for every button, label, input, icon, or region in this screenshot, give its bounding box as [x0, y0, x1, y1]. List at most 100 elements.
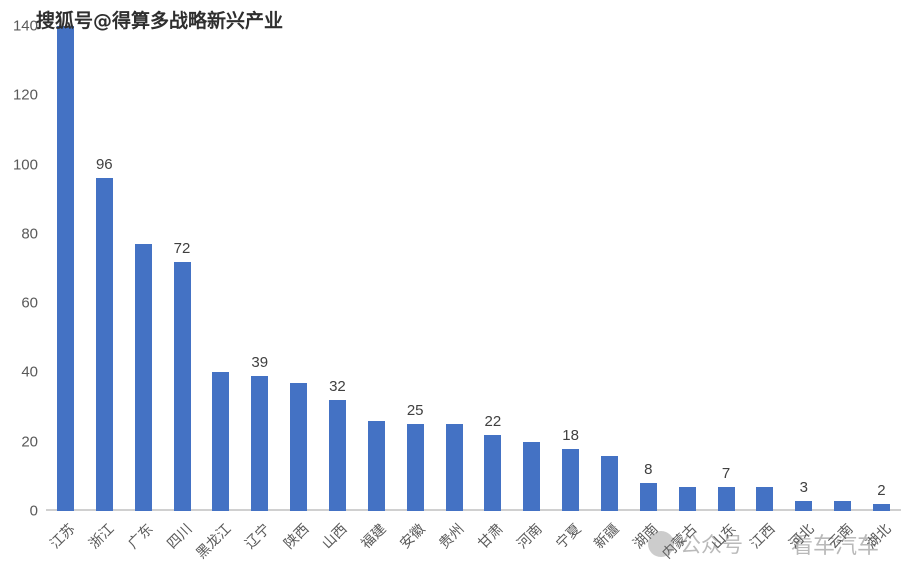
bar-value-label: 25 — [406, 402, 424, 420]
x-tick-label: 广东 — [125, 521, 157, 553]
y-tick-label: 100 — [12, 156, 38, 174]
bar-slot[interactable]: 32 — [318, 26, 357, 511]
y-axis: 0 20 40 60 80 100 120 140 — [0, 18, 38, 520]
bar[interactable]: 96 — [95, 157, 113, 511]
bar[interactable]: 7 — [717, 466, 735, 511]
x-tick-label: 新疆 — [591, 521, 623, 553]
x-tick-label: 贵州 — [436, 521, 468, 553]
x-tick-slot: 浙江 — [85, 513, 124, 578]
bar-slot[interactable]: 2 — [862, 26, 901, 511]
plot-area: 96 72 39 32 25 22 18 8 7 3 2 — [46, 26, 901, 511]
x-tick-slot: 甘肃 — [473, 513, 512, 578]
bar[interactable] — [290, 382, 308, 511]
x-tick-label: 甘肃 — [475, 521, 507, 553]
bar-slot[interactable]: 7 — [707, 26, 746, 511]
bar-series: 96 72 39 32 25 22 18 8 7 3 2 — [46, 26, 901, 511]
bar-value-label: 32 — [329, 378, 346, 396]
bar[interactable] — [756, 486, 774, 511]
x-tick-label: 陕西 — [280, 521, 313, 553]
bar-slot[interactable] — [512, 26, 551, 511]
bar-slot[interactable] — [668, 26, 707, 511]
bar-slot[interactable] — [124, 26, 163, 511]
bar-slot[interactable] — [435, 26, 474, 511]
watermark-top-text: 搜狐号@得算多战略新兴产业 — [36, 10, 284, 32]
bar-slot[interactable]: 3 — [784, 26, 823, 511]
bar[interactable] — [834, 500, 852, 511]
x-tick-slot: 黑龙江 — [193, 513, 240, 578]
bar-slot[interactable]: 72 — [163, 26, 202, 511]
bar-slot[interactable]: 96 — [85, 26, 124, 511]
bar-slot[interactable] — [357, 26, 396, 511]
y-tick-label: 40 — [21, 363, 38, 381]
bar[interactable]: 2 — [872, 483, 890, 511]
bar[interactable]: 18 — [562, 428, 580, 511]
x-tick-slot: 河南 — [512, 513, 551, 578]
y-tick-label: 0 — [29, 502, 38, 520]
bar[interactable] — [678, 486, 696, 511]
bar[interactable]: 8 — [639, 462, 657, 511]
bar[interactable]: 3 — [795, 480, 813, 511]
bar[interactable] — [445, 424, 463, 511]
bar[interactable] — [134, 244, 152, 511]
bar-value-label: 39 — [251, 353, 269, 371]
watermark-bottom: 公众号 看车汽车 — [648, 528, 879, 560]
x-tick-slot: 广东 — [124, 513, 163, 578]
x-tick-label: 河南 — [514, 521, 546, 553]
bar-slot[interactable]: 22 — [473, 26, 512, 511]
bar-value-label: 22 — [484, 412, 502, 430]
bar-slot[interactable] — [745, 26, 784, 511]
bar[interactable] — [212, 372, 230, 511]
x-tick-label: 宁夏 — [552, 521, 585, 553]
bar-slot[interactable]: 8 — [629, 26, 668, 511]
watermark-brand-label: 看车汽车 — [791, 534, 880, 559]
bar[interactable] — [523, 441, 541, 511]
bar[interactable] — [600, 455, 618, 511]
bar[interactable]: 32 — [328, 379, 346, 511]
bar-value-label: 8 — [644, 461, 653, 479]
bar[interactable]: 22 — [484, 414, 502, 511]
x-tick-label: 江苏 — [47, 521, 79, 553]
bar-slot[interactable] — [46, 26, 85, 511]
x-tick-slot: 辽宁 — [240, 513, 279, 578]
x-tick-label: 安徽 — [397, 521, 429, 553]
y-tick-label: 60 — [21, 294, 38, 312]
bar-value-label: 7 — [721, 464, 731, 482]
x-tick-slot: 新疆 — [590, 513, 629, 578]
bar-slot[interactable] — [823, 26, 862, 511]
bar[interactable]: 25 — [406, 403, 424, 511]
bar-slot[interactable]: 18 — [551, 26, 590, 511]
circle-logo-icon — [648, 531, 674, 557]
x-tick-slot: 安徽 — [396, 513, 435, 578]
bar-value-label: 3 — [799, 478, 808, 496]
y-tick-label: 20 — [21, 433, 38, 451]
bar-slot[interactable] — [590, 26, 629, 511]
y-tick-label: 120 — [12, 86, 38, 104]
bar-value-label: 2 — [877, 482, 886, 500]
x-tick-label: 浙江 — [86, 521, 118, 553]
y-tick-label: 140 — [12, 17, 38, 35]
x-tick-label: 辽宁 — [242, 521, 274, 553]
x-tick-slot: 宁夏 — [551, 513, 590, 578]
x-tick-label: 山西 — [319, 521, 351, 553]
x-tick-slot: 山西 — [318, 513, 357, 578]
x-tick-slot: 陕西 — [279, 513, 318, 578]
y-tick-label: 80 — [21, 225, 38, 243]
bar-slot[interactable]: 25 — [396, 26, 435, 511]
bar[interactable]: 72 — [173, 241, 191, 511]
x-axis-baseline — [46, 509, 901, 511]
bar-slot[interactable] — [201, 26, 240, 511]
bar[interactable]: 39 — [251, 355, 269, 511]
bar-value-label: 96 — [95, 156, 113, 174]
x-tick-slot: 贵州 — [435, 513, 474, 578]
bar[interactable] — [56, 26, 74, 511]
bar[interactable] — [367, 420, 385, 511]
watermark-account-label: 公众号 — [680, 533, 743, 557]
x-tick-slot: 江苏 — [46, 513, 85, 578]
bar-slot[interactable] — [279, 26, 318, 511]
bar-value-label: 72 — [173, 239, 191, 257]
x-tick-slot: 福建 — [357, 513, 396, 578]
x-tick-label: 福建 — [358, 521, 390, 553]
bar-slot[interactable]: 39 — [240, 26, 279, 511]
bar-value-label: 18 — [562, 426, 579, 444]
